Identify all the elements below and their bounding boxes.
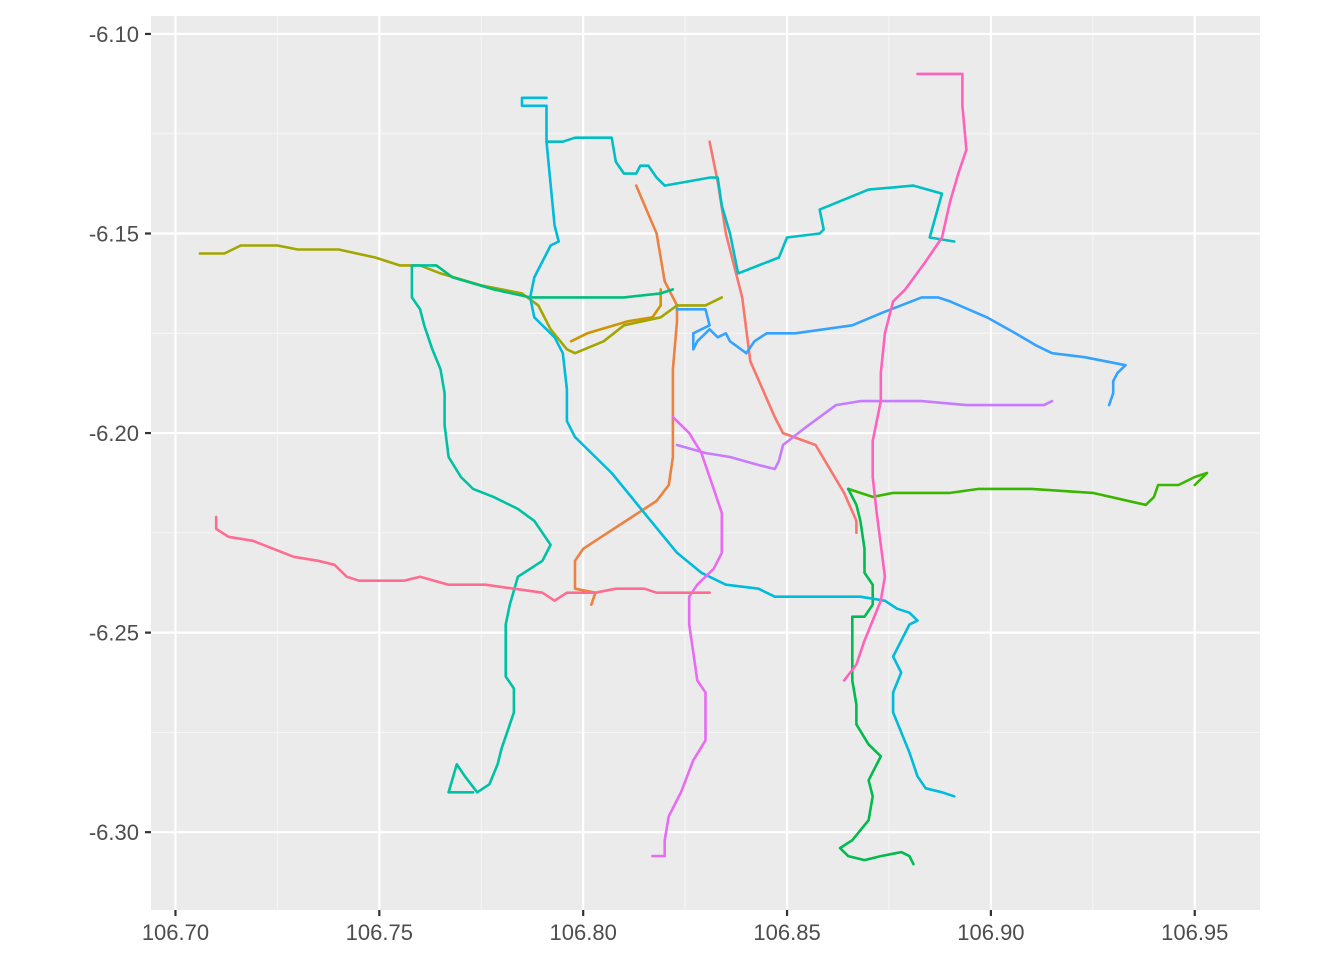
x-tick-label: 106.80 [550,920,617,945]
x-tick-label: 106.90 [957,920,1024,945]
series-layer [198,72,1209,866]
route-line-1 [708,140,858,535]
route-line-12 [675,399,1054,471]
y-tick-label: -6.20 [89,421,139,446]
x-tick-label: 106.85 [753,920,820,945]
route-line-15 [214,515,711,602]
y-tick-label: -6.15 [89,222,139,247]
y-tick-label: -6.10 [89,22,139,47]
route-line-4 [198,244,724,355]
route-line-7 [431,264,675,299]
route-line-8 [410,264,552,794]
x-tick-label: 106.95 [1161,920,1228,945]
route-line-13 [651,415,724,858]
route-line-10 [545,136,956,275]
y-tick-label: -6.25 [89,621,139,646]
route-line-2 [573,184,679,606]
x-tick-label: 106.70 [142,920,209,945]
minor-grid [151,16,1260,910]
y-axis: -6.10 -6.15 -6.20 -6.25 -6.30 [89,22,151,845]
route-line-5 [846,471,1209,507]
route-line-11 [675,296,1127,407]
x-tick-label: 106.75 [346,920,413,945]
x-axis: 106.70 106.75 106.80 106.85 106.90 106.95 [142,910,1228,945]
route-line-6 [838,487,915,866]
route-line-3 [569,288,662,343]
y-tick-label: -6.30 [89,820,139,845]
major-grid [151,16,1260,910]
route-line-9 [520,96,956,798]
route-line-14 [842,72,968,682]
